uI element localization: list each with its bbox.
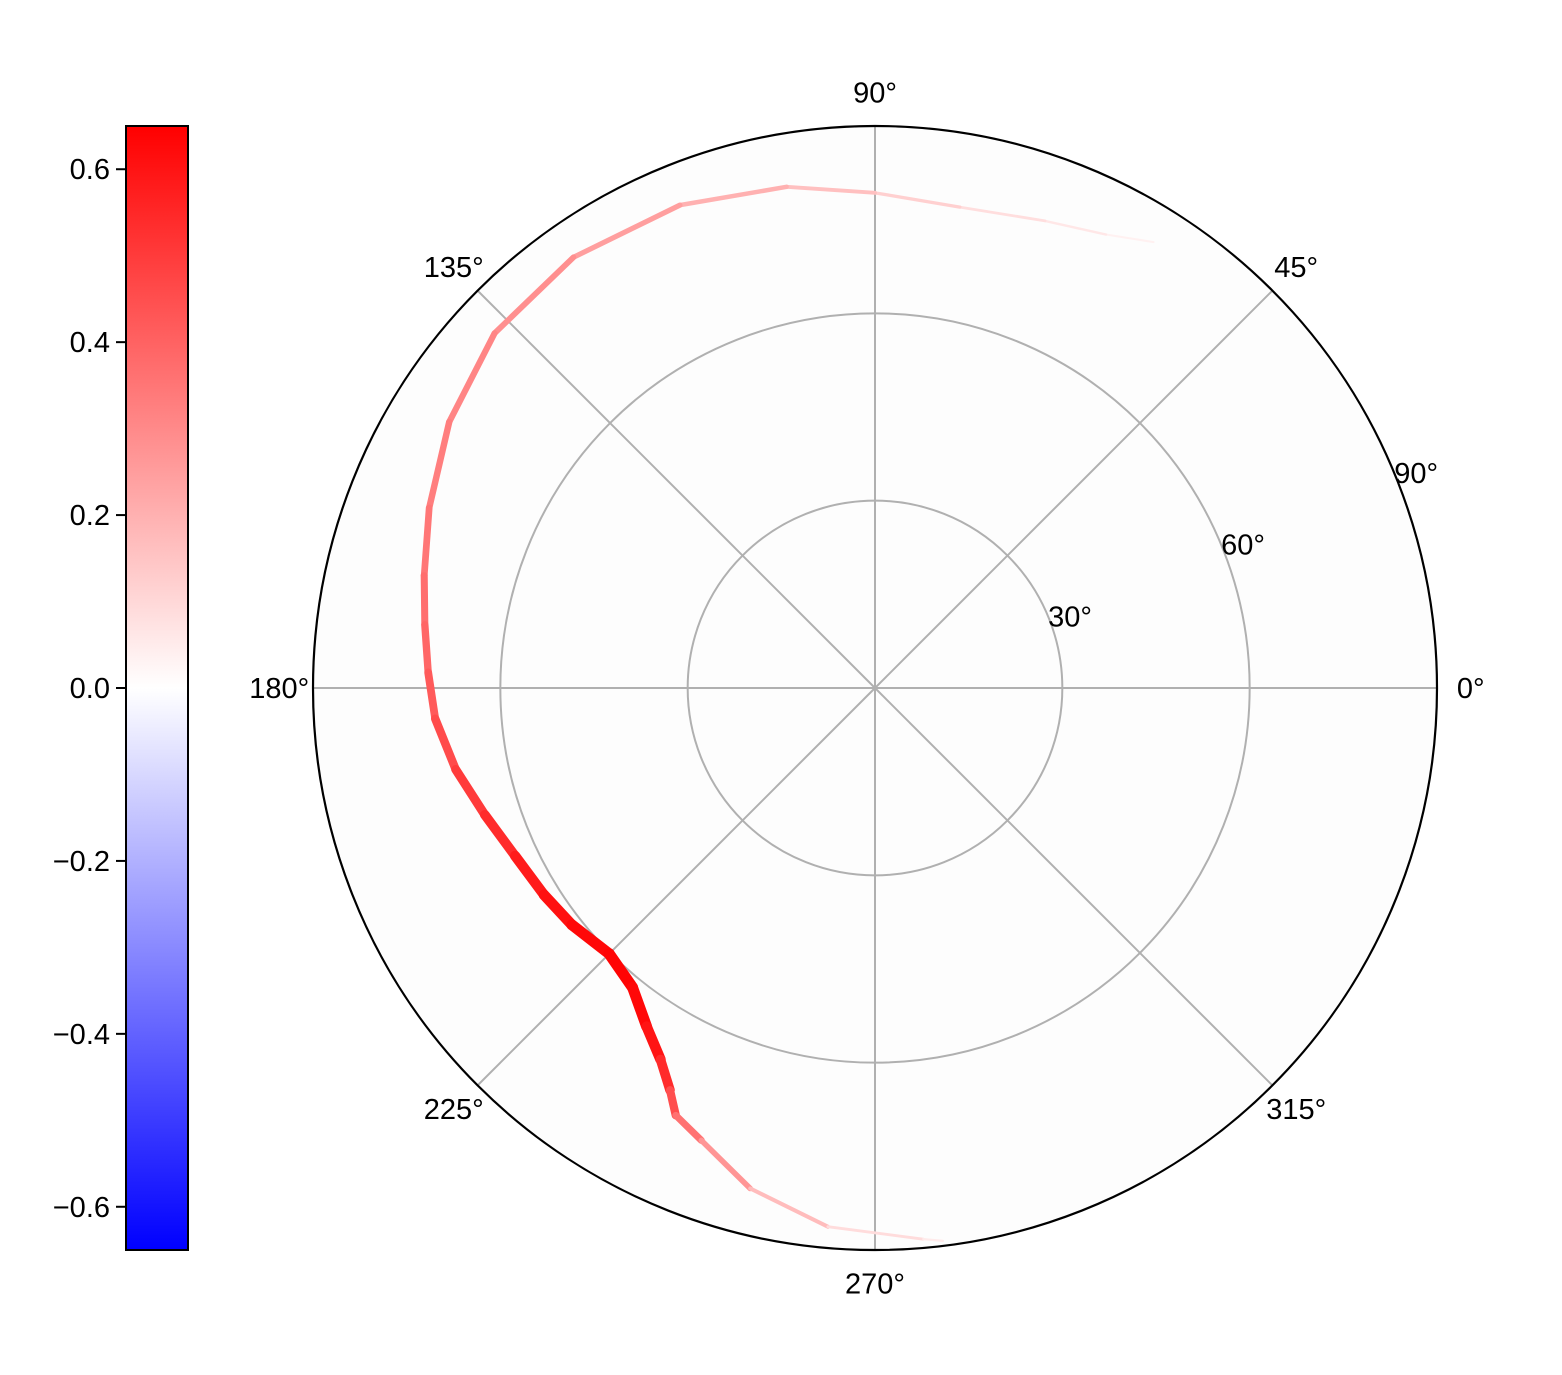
curve-segment — [1105, 233, 1155, 244]
curve-segment — [566, 919, 615, 960]
curve-segment — [570, 202, 683, 260]
curve-segment — [665, 1086, 680, 1120]
curve-segment — [431, 714, 460, 774]
radial-tick-label: 90° — [1394, 458, 1438, 490]
curve-segment — [420, 504, 433, 579]
curve-segment — [672, 1111, 705, 1144]
curve-segment — [480, 809, 520, 861]
curve-segment — [873, 191, 962, 209]
curve-segment — [655, 1054, 675, 1096]
curve-segment — [922, 1238, 945, 1242]
curve-segment — [748, 1186, 830, 1229]
curve-segment — [421, 621, 432, 677]
colorbar-tick-label: 0.0 — [70, 673, 110, 705]
radial-tick-labels: 30° 60° 90° — [1048, 458, 1438, 633]
angular-tick-label: 45° — [1274, 252, 1318, 284]
radial-tick-label: 60° — [1221, 530, 1265, 562]
polar-outer-ring — [311, 124, 1439, 1252]
curve-segment — [425, 418, 453, 512]
curve-segment — [538, 889, 578, 931]
curve-segment — [491, 254, 577, 337]
curve-segment — [446, 330, 498, 426]
angular-gridline-225 — [476, 687, 876, 1087]
curve-segment — [641, 1021, 666, 1065]
angular-tick-labels: 0° 45° 90° 135° 180° 225° 270° 315° — [249, 77, 1484, 1300]
curve-segment — [603, 948, 639, 993]
curve-segment — [451, 764, 490, 820]
angular-tick-label: 270° — [845, 1269, 905, 1301]
colorbar-tick-label: 0.6 — [70, 154, 110, 186]
angular-tick-label: 180° — [249, 673, 309, 705]
angular-gridlines — [313, 126, 1437, 1250]
colorbar: 0.6 0.4 0.2 0.0 −0.2 −0.4 −0.6 — [53, 125, 189, 1251]
angular-tick-label: 90° — [853, 77, 897, 109]
curve-segment — [677, 184, 789, 208]
radial-tick-label: 30° — [1048, 601, 1092, 633]
colorbar-tick-label: 0.2 — [70, 500, 110, 532]
angular-tick-label: 315° — [1266, 1094, 1326, 1126]
colorbar-ticks: 0.6 0.4 0.2 0.0 −0.2 −0.4 −0.6 — [53, 154, 126, 1224]
curve-segment — [958, 205, 1047, 223]
colorbar-gradient — [125, 125, 189, 1251]
polar-axes: 0° 45° 90° 135° 180° 225° 270° 315° 30° 60° 90° — [249, 77, 1484, 1300]
curve-segment — [826, 1225, 925, 1241]
colorbar-tick-label: −0.4 — [53, 1019, 110, 1051]
colorbar-tick-label: −0.6 — [53, 1192, 110, 1224]
curve-segment — [784, 184, 877, 195]
angular-tick-label: 135° — [424, 252, 484, 284]
curve-segment — [509, 850, 550, 900]
angular-tick-label: 0° — [1457, 673, 1485, 705]
curve-segment — [698, 1137, 753, 1192]
curve-segment — [1043, 219, 1108, 236]
curve-segment — [420, 572, 429, 629]
colorbar-tick-label: −0.2 — [53, 846, 110, 878]
colorbar-tick-label: 0.4 — [70, 327, 110, 359]
angular-gridline-45 — [874, 289, 1274, 689]
angular-gridline-315 — [874, 687, 1274, 1087]
angular-tick-label: 225° — [424, 1094, 484, 1126]
curve-segment — [424, 668, 440, 723]
data-curve — [420, 184, 1155, 1242]
angular-gridline-135 — [476, 289, 876, 689]
curve-segment — [627, 981, 653, 1033]
